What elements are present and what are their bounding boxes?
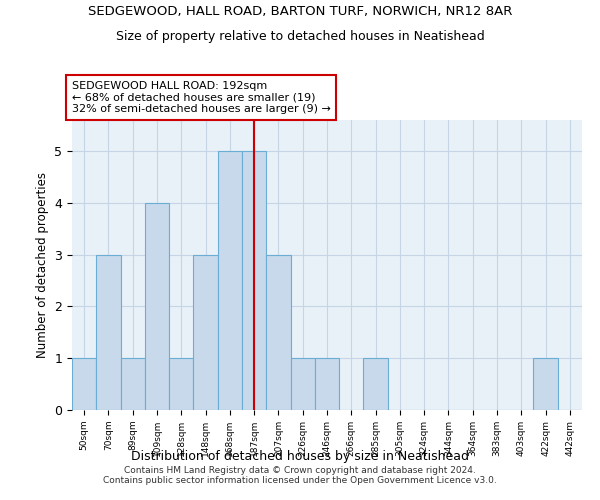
Bar: [315, 358, 339, 410]
Bar: [169, 358, 193, 410]
Bar: [72, 358, 96, 410]
Bar: [218, 151, 242, 410]
Y-axis label: Number of detached properties: Number of detached properties: [36, 172, 49, 358]
Bar: [193, 254, 218, 410]
Bar: [290, 358, 315, 410]
Bar: [96, 254, 121, 410]
Text: Size of property relative to detached houses in Neatishead: Size of property relative to detached ho…: [116, 30, 484, 43]
Bar: [533, 358, 558, 410]
Bar: [242, 151, 266, 410]
Text: Contains HM Land Registry data © Crown copyright and database right 2024.
Contai: Contains HM Land Registry data © Crown c…: [103, 466, 497, 485]
Bar: [364, 358, 388, 410]
Text: SEDGEWOOD HALL ROAD: 192sqm
← 68% of detached houses are smaller (19)
32% of sem: SEDGEWOOD HALL ROAD: 192sqm ← 68% of det…: [72, 81, 331, 114]
Bar: [145, 203, 169, 410]
Text: Distribution of detached houses by size in Neatishead: Distribution of detached houses by size …: [131, 450, 469, 463]
Text: SEDGEWOOD, HALL ROAD, BARTON TURF, NORWICH, NR12 8AR: SEDGEWOOD, HALL ROAD, BARTON TURF, NORWI…: [88, 5, 512, 18]
Bar: [121, 358, 145, 410]
Bar: [266, 254, 290, 410]
